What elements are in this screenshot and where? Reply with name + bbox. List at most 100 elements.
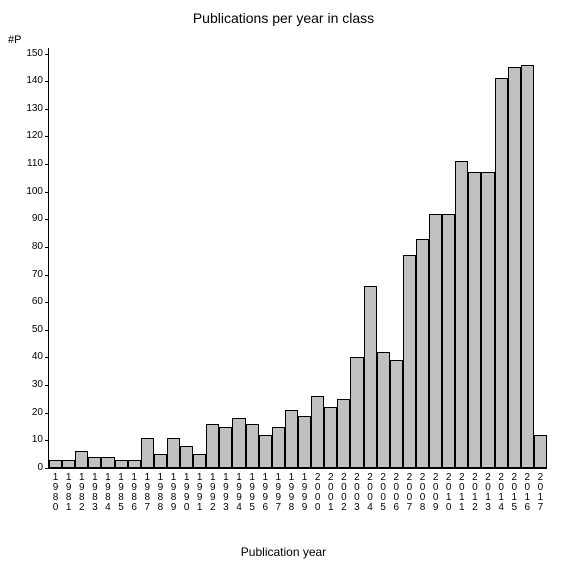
bar — [534, 435, 547, 468]
bar — [481, 172, 494, 468]
x-tick-label: 2017 — [534, 468, 547, 513]
y-tick-label: 40 — [13, 352, 49, 362]
plot-area: 0102030405060708090100110120130140150198… — [48, 48, 547, 469]
y-tick-mark — [45, 54, 49, 55]
y-tick-mark — [45, 275, 49, 276]
bar — [101, 457, 114, 468]
bar — [350, 357, 363, 468]
y-tick-mark — [45, 440, 49, 441]
y-tick-mark — [45, 357, 49, 358]
bar — [521, 65, 534, 468]
bar — [154, 454, 167, 468]
y-tick-mark — [45, 385, 49, 386]
y-tick-mark — [45, 164, 49, 165]
bar — [75, 451, 88, 468]
chart-title: Publications per year in class — [0, 10, 567, 26]
x-tick-label: 2001 — [324, 468, 337, 513]
x-tick-label: 1998 — [285, 468, 298, 513]
bar — [62, 460, 75, 468]
x-tick-label: 1992 — [206, 468, 219, 513]
x-tick-label: 2006 — [390, 468, 403, 513]
y-tick-label: 110 — [13, 159, 49, 169]
y-tick-mark — [45, 330, 49, 331]
y-tick-mark — [45, 302, 49, 303]
bar — [128, 460, 141, 468]
x-tick-label: 2005 — [377, 468, 390, 513]
bar — [324, 407, 337, 468]
x-tick-label: 2003 — [350, 468, 363, 513]
y-tick-mark — [45, 192, 49, 193]
bar — [508, 67, 521, 468]
x-tick-label: 2010 — [442, 468, 455, 513]
bar — [193, 454, 206, 468]
y-tick-mark — [45, 247, 49, 248]
bar — [403, 255, 416, 468]
bar — [246, 424, 259, 468]
y-tick-label: 130 — [13, 104, 49, 114]
bar — [377, 352, 390, 468]
y-tick-mark — [45, 81, 49, 82]
y-tick-mark — [45, 109, 49, 110]
x-tick-label: 1988 — [154, 468, 167, 513]
y-axis-label: #P — [8, 34, 21, 46]
bar — [298, 416, 311, 469]
x-tick-label: 2013 — [481, 468, 494, 513]
y-tick-label: 140 — [13, 76, 49, 86]
x-tick-label: 2016 — [521, 468, 534, 513]
chart-container: Publications per year in class #P 010203… — [0, 0, 567, 567]
y-tick-label: 90 — [13, 214, 49, 224]
y-tick-label: 50 — [13, 325, 49, 335]
y-tick-label: 70 — [13, 270, 49, 280]
x-tick-label: 1999 — [298, 468, 311, 513]
x-tick-label: 2015 — [508, 468, 521, 513]
bar — [49, 460, 62, 468]
x-tick-label: 1989 — [167, 468, 180, 513]
bar — [206, 424, 219, 468]
x-tick-label: 1993 — [219, 468, 232, 513]
x-tick-label: 1996 — [259, 468, 272, 513]
y-tick-label: 30 — [13, 380, 49, 390]
y-tick-label: 80 — [13, 242, 49, 252]
x-tick-label: 1987 — [141, 468, 154, 513]
bar — [390, 360, 403, 468]
x-tick-label: 1997 — [272, 468, 285, 513]
x-tick-label: 2011 — [455, 468, 468, 513]
y-tick-mark — [45, 136, 49, 137]
bar — [141, 438, 154, 468]
y-tick-mark — [45, 219, 49, 220]
bar — [88, 457, 101, 468]
x-tick-label: 1980 — [49, 468, 62, 513]
y-tick-label: 20 — [13, 408, 49, 418]
y-tick-mark — [45, 413, 49, 414]
x-tick-label: 2000 — [311, 468, 324, 513]
x-tick-label: 1985 — [115, 468, 128, 513]
bars-group — [49, 48, 547, 468]
x-axis-label: Publication year — [0, 545, 567, 559]
bar — [272, 427, 285, 468]
bar — [429, 214, 442, 468]
x-tick-label: 1990 — [180, 468, 193, 513]
bar — [416, 239, 429, 468]
x-tick-label: 1986 — [128, 468, 141, 513]
x-tick-label: 1984 — [101, 468, 114, 513]
bar — [115, 460, 128, 468]
x-tick-label: 1994 — [232, 468, 245, 513]
bar — [495, 78, 508, 468]
bar — [180, 446, 193, 468]
x-tick-label: 2007 — [403, 468, 416, 513]
y-tick-label: 10 — [13, 435, 49, 445]
bar — [364, 286, 377, 468]
y-tick-label: 60 — [13, 297, 49, 307]
x-tick-label: 1995 — [246, 468, 259, 513]
y-tick-label: 0 — [13, 463, 49, 473]
bar — [167, 438, 180, 468]
bar — [468, 172, 481, 468]
x-tick-label: 2014 — [495, 468, 508, 513]
x-tick-label: 1981 — [62, 468, 75, 513]
bar — [232, 418, 245, 468]
x-tick-label: 2004 — [364, 468, 377, 513]
x-tick-label: 2002 — [337, 468, 350, 513]
x-tick-label: 2009 — [429, 468, 442, 513]
bar — [219, 427, 232, 468]
x-tick-label: 1982 — [75, 468, 88, 513]
